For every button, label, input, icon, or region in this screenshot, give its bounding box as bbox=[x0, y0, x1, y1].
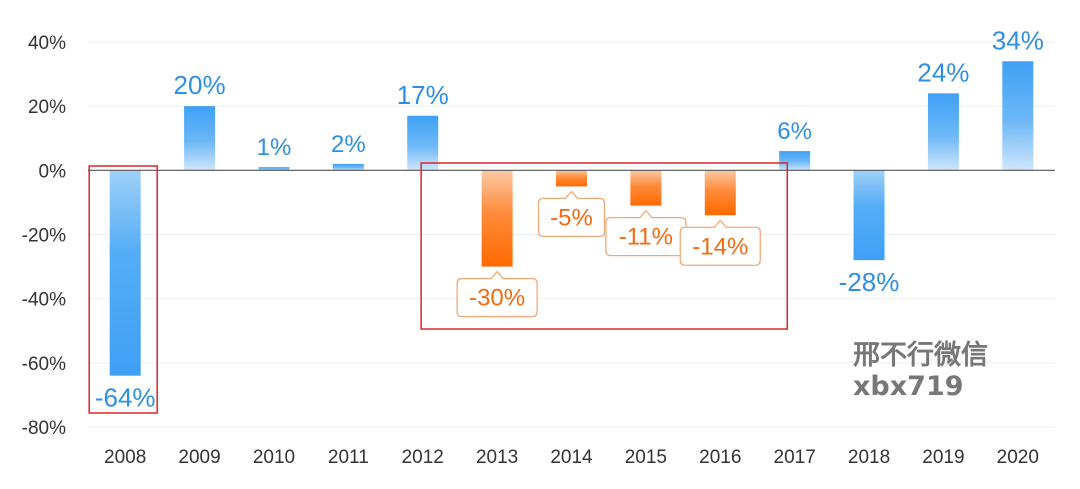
x-tick-label: 2013 bbox=[476, 447, 518, 468]
bar-2015 bbox=[630, 170, 662, 206]
bar-2010 bbox=[258, 167, 290, 171]
y-tick-label: -80% bbox=[22, 418, 66, 439]
watermark-line-1: 邢不行微信 bbox=[853, 340, 988, 371]
callout-box bbox=[456, 270, 538, 318]
bar-2013 bbox=[481, 170, 513, 267]
bar-2011 bbox=[332, 163, 364, 171]
x-axis: 2008 2009 2010 2011 2012 2013 2014 2015 2016 2017… bbox=[104, 447, 1039, 468]
data-label-2009: 20% bbox=[174, 70, 226, 100]
bar-2016 bbox=[704, 170, 736, 216]
x-tick-label: 2020 bbox=[997, 447, 1039, 468]
data-label-2011: 2% bbox=[331, 131, 366, 158]
bar-2017 bbox=[779, 151, 811, 171]
bar-2012 bbox=[407, 115, 439, 171]
x-tick-label: 2019 bbox=[922, 447, 964, 468]
watermark-line-2: xbx719 bbox=[853, 371, 964, 402]
bar-2019 bbox=[927, 93, 959, 171]
data-label-2008: -64% bbox=[95, 383, 156, 413]
data-label-2010: 1% bbox=[257, 134, 292, 161]
x-tick-label: 2017 bbox=[774, 447, 816, 468]
y-tick-label: 40% bbox=[28, 33, 66, 54]
callout-2016: -14% bbox=[679, 219, 761, 266]
x-tick-label: 2018 bbox=[848, 447, 890, 468]
x-tick-label: 2009 bbox=[178, 447, 220, 468]
data-label-2013: -30% bbox=[469, 285, 525, 312]
bars bbox=[109, 61, 1034, 376]
data-label-2019: 24% bbox=[917, 57, 969, 87]
bar-2009 bbox=[184, 106, 216, 171]
data-label-2018: -28% bbox=[839, 267, 900, 297]
y-tick-label: -60% bbox=[22, 354, 66, 375]
x-tick-label: 2008 bbox=[104, 447, 146, 468]
y-tick-label: -40% bbox=[22, 290, 66, 311]
data-label-2012: 17% bbox=[397, 80, 449, 110]
callout-2015: -11% bbox=[605, 209, 687, 257]
y-tick-label: 20% bbox=[28, 97, 66, 118]
callout-2013: -30% bbox=[456, 270, 538, 318]
x-tick-label: 2012 bbox=[402, 447, 444, 468]
data-labels: -64% 20% 1% 2% 17% -30% -5% -11% -14% 6% -28% 24% 34… bbox=[95, 25, 1044, 412]
data-label-2014: -5% bbox=[550, 204, 593, 231]
y-tick-label: -20% bbox=[22, 226, 66, 247]
bar-2008 bbox=[109, 170, 141, 376]
data-label-2020: 34% bbox=[992, 25, 1044, 55]
x-tick-label: 2016 bbox=[699, 447, 741, 468]
callout-box bbox=[679, 219, 761, 266]
data-label-2017: 6% bbox=[777, 118, 812, 145]
bar-2014 bbox=[556, 170, 587, 187]
callout-box bbox=[537, 190, 606, 238]
bar-2020 bbox=[1002, 61, 1034, 171]
highlight-box bbox=[420, 162, 789, 330]
x-tick-label: 2010 bbox=[253, 447, 295, 468]
watermark: 邢不行微信 xbx719 bbox=[853, 340, 988, 402]
data-label-2016: -14% bbox=[692, 233, 748, 260]
highlight-boxes bbox=[88, 162, 789, 414]
callout-2014: -5% bbox=[537, 190, 606, 238]
x-tick-label: 2015 bbox=[625, 447, 667, 468]
y-axis: 40% 20% 0% -20% -40% -60% -80% bbox=[22, 33, 66, 439]
data-label-2015: -11% bbox=[619, 224, 673, 251]
bar-2018 bbox=[853, 170, 885, 261]
highlight-box bbox=[88, 165, 158, 414]
x-tick-label: 2014 bbox=[550, 447, 593, 468]
y-tick-label: 0% bbox=[39, 161, 67, 182]
x-tick-label: 2011 bbox=[328, 447, 369, 468]
